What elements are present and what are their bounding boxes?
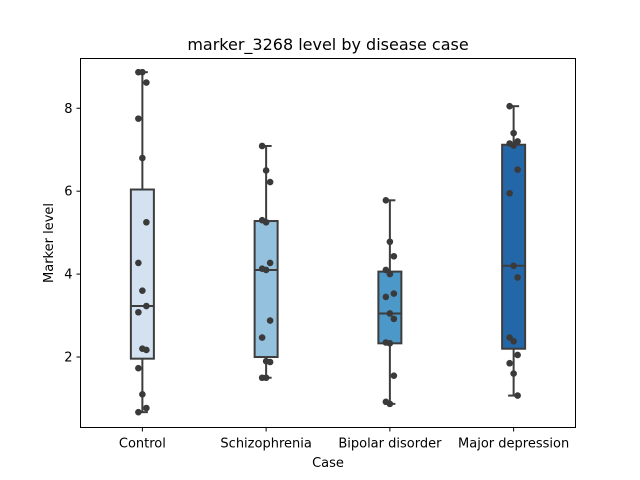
data-point — [266, 178, 274, 186]
box-group — [129, 71, 155, 414]
chart-title: marker_3268 level by disease case — [187, 35, 468, 55]
x-tick-label: Schizophrenia — [220, 437, 311, 452]
data-point — [266, 259, 274, 267]
box-1 — [129, 188, 155, 360]
box-2 — [253, 220, 279, 359]
data-point — [514, 351, 521, 359]
data-point — [135, 259, 142, 267]
y-tick-label: 6 — [64, 185, 72, 200]
points-layer — [135, 68, 521, 416]
x-axis-label: Case — [312, 456, 344, 471]
data-point — [390, 252, 398, 260]
data-point — [262, 218, 270, 226]
box-4 — [501, 143, 527, 350]
data-point — [143, 404, 150, 412]
data-point — [510, 262, 517, 270]
data-point — [390, 290, 398, 297]
data-point — [258, 334, 266, 341]
data-point — [514, 166, 521, 173]
data-point — [139, 391, 146, 398]
box-group — [501, 105, 527, 397]
data-point — [262, 167, 270, 174]
data-point — [262, 374, 270, 382]
data-point — [382, 266, 390, 274]
data-point — [262, 266, 270, 274]
box-group — [253, 144, 279, 379]
data-point — [514, 138, 521, 145]
data-point — [514, 274, 521, 281]
x-tick-label: Bipolar disorder — [338, 437, 442, 452]
plot-area — [80, 58, 576, 428]
data-point — [386, 270, 394, 278]
data-point — [135, 408, 142, 416]
data-point — [386, 340, 394, 347]
data-point — [143, 79, 150, 86]
data-point — [510, 337, 517, 345]
data-point — [510, 370, 517, 377]
data-point — [139, 68, 146, 76]
data-point — [143, 346, 150, 354]
data-point — [390, 315, 398, 323]
data-point — [266, 358, 274, 366]
data-point — [139, 287, 146, 294]
data-point — [139, 154, 146, 162]
y-axis-label: Marker level — [42, 203, 57, 283]
data-point — [510, 129, 517, 137]
y-tick-label: 4 — [64, 268, 72, 283]
data-point — [143, 218, 150, 226]
data-point — [135, 364, 142, 372]
data-point — [382, 293, 390, 301]
x-tick-label: Control — [119, 437, 166, 452]
data-point — [135, 308, 142, 316]
data-point — [386, 238, 394, 246]
data-point — [510, 142, 517, 149]
data-point — [506, 359, 513, 367]
y-axis-ticks: 2 4 6 8 — [64, 102, 81, 366]
data-point — [266, 317, 274, 324]
data-point — [506, 189, 513, 197]
data-point — [382, 196, 390, 204]
boxes-layer — [129, 71, 527, 414]
x-axis-ticks: Control Schizophrenia Bipolar disorder Majo… — [119, 427, 569, 452]
data-point — [390, 372, 398, 379]
data-point — [135, 115, 142, 122]
data-point — [514, 392, 521, 399]
data-point — [386, 400, 394, 408]
y-tick-label: 2 — [64, 351, 72, 366]
y-tick-label: 8 — [64, 102, 72, 117]
x-tick-label: Major depression — [458, 437, 569, 452]
box-3 — [377, 270, 403, 345]
box-group — [377, 199, 403, 405]
data-point — [143, 302, 150, 310]
data-point — [258, 142, 266, 150]
data-point — [386, 310, 394, 317]
data-point — [506, 102, 513, 110]
